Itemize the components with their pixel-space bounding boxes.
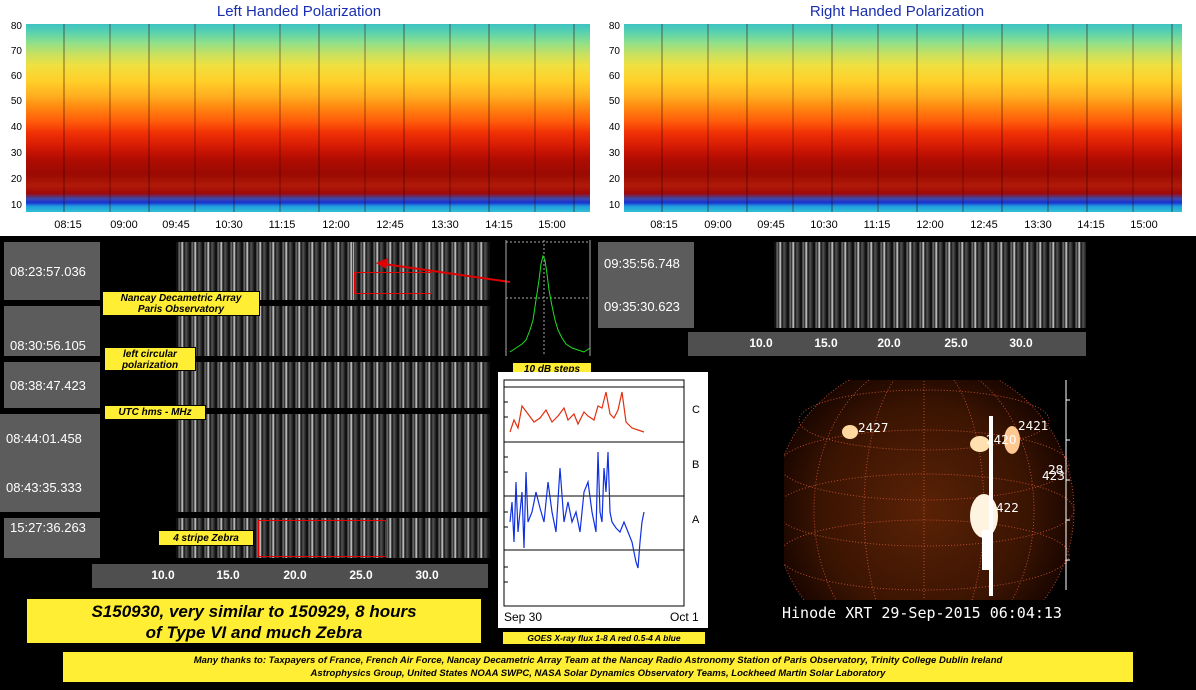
y-tick: 40 (10, 122, 22, 133)
timestamp-text: 09:35:56.748 (604, 256, 680, 271)
y-tick: 70 (608, 46, 620, 57)
nancay-label: Nancay Decametric Array Paris Observator… (102, 291, 260, 316)
goes-chart (503, 379, 685, 607)
region-label: 2420 (986, 433, 1017, 447)
x-tick: 13:30 (431, 219, 459, 231)
goes-x-end: Oct 1 (670, 610, 699, 624)
credits-line: Many thanks to: Taxpayers of France, Fre… (193, 655, 1003, 666)
y-tick: 40 (608, 122, 620, 133)
timestamp-label: 08:23:57.036 (4, 242, 100, 300)
right-spectrogram-title: Right Handed Polarization (809, 3, 985, 20)
right-spectrogram-image (624, 24, 1182, 212)
x-tick: 08:15 (650, 219, 678, 231)
y-tick: 30 (608, 148, 620, 159)
x-tick: 12:00 (322, 219, 350, 231)
x-tick: 12:45 (970, 219, 998, 231)
xrt-sun-image: 2427 2420 2421 28 423 422 (784, 380, 1075, 600)
timestamp-text: 09:35:30.623 (604, 299, 680, 314)
y-tick: 20 (10, 174, 22, 185)
y-tick: 60 (608, 71, 620, 82)
y-tick: 60 (10, 71, 22, 82)
y-tick: 50 (608, 96, 620, 107)
zebra-highlight-box (258, 520, 386, 557)
freq-tick: 10.0 (151, 568, 175, 582)
freq-tick: 25.0 (944, 336, 968, 350)
goes-x-start: Sep 30 (504, 610, 543, 624)
y-tick: 10 (10, 200, 22, 211)
region-label: 2421 (1018, 419, 1049, 433)
x-tick: 12:45 (376, 219, 404, 231)
x-tick: 15:00 (538, 219, 566, 231)
x-tick: 09:45 (757, 219, 785, 231)
y-tick: 80 (608, 21, 620, 32)
x-tick: 14:15 (485, 219, 513, 231)
freq-tick: 20.0 (877, 336, 901, 350)
frequency-axis: 10.0 15.0 20.0 25.0 30.0 (688, 332, 1086, 356)
timestamp-label: 15:27:36.263 (4, 518, 100, 558)
freq-tick: 15.0 (814, 336, 838, 350)
y-tick: 80 (10, 21, 22, 32)
credits-line: Astrophysics Group, United States NOAA S… (310, 668, 886, 679)
x-tick: 11:15 (863, 219, 891, 231)
y-tick: 10 (608, 200, 620, 211)
freq-tick: 30.0 (1009, 336, 1033, 350)
title-line: of Type VI and much Zebra (145, 623, 363, 642)
lcp-label: left circular polarization (104, 347, 196, 371)
goes-label: GOES X-ray flux 1-8 A red 0.5-4 A blue (502, 631, 706, 645)
goes-ticks (504, 401, 508, 583)
region-label: 423 (1042, 469, 1065, 483)
highlight-box (354, 272, 432, 294)
y-tick: 50 (10, 96, 22, 107)
frequency-axis: 10.0 15.0 20.0 25.0 30.0 (92, 564, 488, 588)
x-tick: 12:00 (916, 219, 944, 231)
freq-tick: 15.0 (216, 568, 240, 582)
red-arrow-icon (376, 258, 511, 283)
timestamp-label: 08:38:47.423 (4, 362, 100, 408)
right-spectrogram-panel: Right Handed Polarization 80 70 60 50 40… (598, 0, 1196, 236)
x-tick: 09:00 (110, 219, 138, 231)
region-label: 422 (996, 501, 1019, 515)
timestamp-label: 08:44:01.458 08:43:35.333 (0, 414, 100, 512)
left-spectrogram-panel: Left Handed Polarization 80 70 60 50 40 … (0, 0, 598, 236)
x-tick: 08:15 (54, 219, 82, 231)
xrt-caption: Hinode XRT 29-Sep-2015 06:04:13 (782, 604, 1062, 622)
timestamp-text: 08:44:01.458 (6, 431, 82, 446)
dynamic-spectrum-strip (176, 362, 490, 408)
title-banner: S150930, very similar to 150929, 8 hours… (26, 598, 482, 644)
region-label: 28 (1048, 463, 1063, 477)
utc-label: UTC hms - MHz (104, 405, 206, 420)
x-tick: 15:00 (1130, 219, 1158, 231)
x-tick: 13:30 (1024, 219, 1052, 231)
freq-tick: 30.0 (415, 568, 439, 582)
left-spectrogram-image (26, 24, 590, 212)
goes-class-label: A (692, 514, 700, 526)
x-tick: 10:30 (810, 219, 838, 231)
goes-class-label: B (692, 459, 700, 471)
freq-tick: 10.0 (749, 336, 773, 350)
region-label: 2427 (858, 421, 889, 435)
y-tick: 30 (10, 148, 22, 159)
timestamp-label: 08:30:56.105 (4, 306, 100, 356)
marker-line (353, 242, 354, 300)
x-tick: 14:15 (1077, 219, 1105, 231)
dynamic-spectrum-strip (774, 242, 1086, 328)
goes-plot: C B A Sep 30 Oct 1 (498, 372, 708, 628)
x-tick: 11:15 (268, 219, 296, 231)
credits-banner: Many thanks to: Taxpayers of France, Fre… (62, 651, 1134, 683)
y-tick: 70 (10, 46, 22, 57)
left-spectrogram-title: Left Handed Polarization (216, 3, 382, 20)
x-tick: 09:45 (162, 219, 190, 231)
freq-tick: 25.0 (349, 568, 373, 582)
x-tick: 10:30 (215, 219, 243, 231)
flux-profile-plot (505, 240, 591, 356)
goes-class-label: C (692, 404, 700, 416)
zebra-label: 4 stripe Zebra (158, 530, 254, 546)
y-tick: 20 (608, 174, 620, 185)
dynamic-spectrum-strip (176, 414, 490, 512)
x-tick: 09:00 (704, 219, 732, 231)
timestamp-text: 08:43:35.333 (6, 480, 82, 495)
freq-tick: 20.0 (283, 568, 307, 582)
title-line: S150930, very similar to 150929, 8 hours (91, 602, 417, 621)
timestamp-label: 09:35:56.748 09:35:30.623 (598, 242, 694, 328)
